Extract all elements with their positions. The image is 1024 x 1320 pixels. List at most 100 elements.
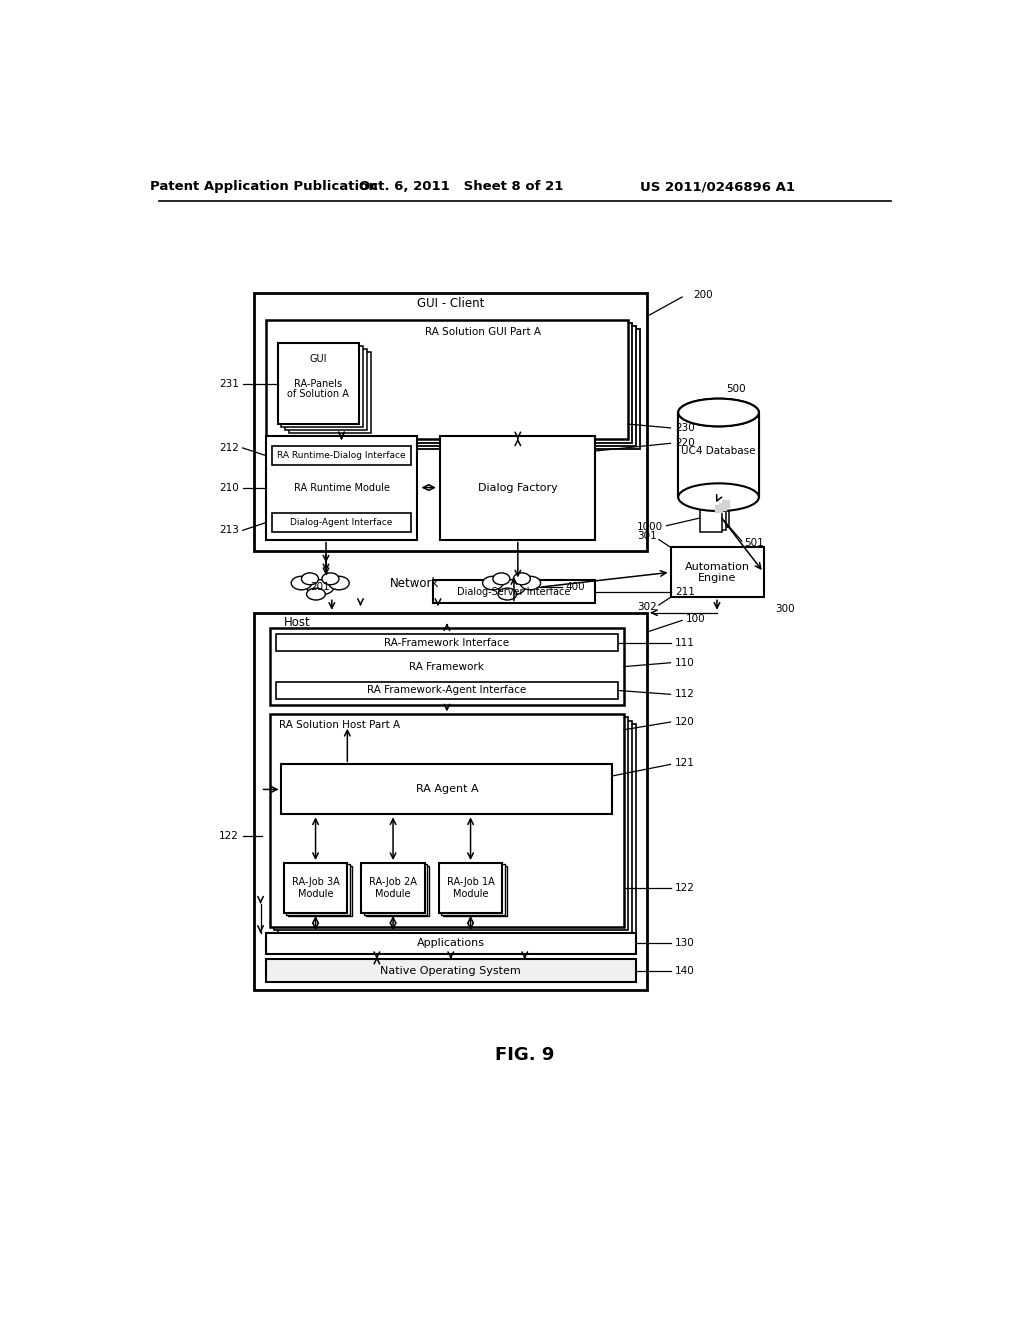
Text: RA Solution Host Part A: RA Solution Host Part A <box>279 721 400 730</box>
Text: 200: 200 <box>693 289 714 300</box>
FancyBboxPatch shape <box>266 960 636 982</box>
FancyBboxPatch shape <box>273 718 628 929</box>
Ellipse shape <box>513 573 530 585</box>
Text: 122: 122 <box>219 832 239 841</box>
Text: 300: 300 <box>775 603 795 614</box>
Text: RA-Framework Interface: RA-Framework Interface <box>384 638 510 648</box>
Polygon shape <box>722 500 729 507</box>
Text: RA Agent A: RA Agent A <box>416 784 478 795</box>
Text: 111: 111 <box>675 638 694 648</box>
Ellipse shape <box>329 577 349 590</box>
FancyBboxPatch shape <box>366 866 429 916</box>
FancyBboxPatch shape <box>266 436 417 540</box>
FancyBboxPatch shape <box>282 346 362 428</box>
Text: RA-Job 3A: RA-Job 3A <box>292 876 339 887</box>
Ellipse shape <box>493 573 510 585</box>
FancyBboxPatch shape <box>286 865 349 915</box>
FancyBboxPatch shape <box>266 933 636 954</box>
Text: Host: Host <box>284 616 310 630</box>
Text: Network: Network <box>390 577 439 590</box>
Text: RA-Panels: RA-Panels <box>294 379 342 388</box>
FancyBboxPatch shape <box>254 293 647 552</box>
FancyBboxPatch shape <box>276 635 617 651</box>
Text: 100: 100 <box>686 614 706 624</box>
Text: 220: 220 <box>675 438 695 449</box>
FancyBboxPatch shape <box>361 863 425 913</box>
Text: 500: 500 <box>726 384 745 395</box>
Text: of Solution A: of Solution A <box>288 389 349 400</box>
Ellipse shape <box>678 399 759 426</box>
FancyBboxPatch shape <box>286 350 367 430</box>
Text: Patent Application Publication: Patent Application Publication <box>150 181 378 194</box>
Ellipse shape <box>498 579 525 595</box>
FancyBboxPatch shape <box>364 865 427 915</box>
FancyBboxPatch shape <box>254 612 647 990</box>
Text: Dialog Factory: Dialog Factory <box>478 483 558 492</box>
Text: Dialog-Server Interface: Dialog-Server Interface <box>458 587 570 597</box>
FancyBboxPatch shape <box>441 865 505 915</box>
Polygon shape <box>715 506 722 512</box>
FancyBboxPatch shape <box>443 866 507 916</box>
Ellipse shape <box>291 577 311 590</box>
Ellipse shape <box>322 573 339 585</box>
Text: 213: 213 <box>219 525 239 536</box>
Polygon shape <box>719 503 726 510</box>
Text: 210: 210 <box>219 483 239 492</box>
FancyBboxPatch shape <box>270 323 632 442</box>
Text: RA Framework: RA Framework <box>410 661 484 672</box>
Ellipse shape <box>678 483 759 511</box>
Text: 110: 110 <box>675 657 694 668</box>
FancyBboxPatch shape <box>671 548 764 598</box>
Text: 130: 130 <box>675 939 694 948</box>
FancyBboxPatch shape <box>278 343 359 424</box>
Ellipse shape <box>482 577 503 590</box>
Text: RA Runtime Module: RA Runtime Module <box>294 483 389 492</box>
Text: RA Runtime-Dialog Interface: RA Runtime-Dialog Interface <box>278 451 406 461</box>
FancyBboxPatch shape <box>273 326 636 446</box>
FancyBboxPatch shape <box>284 863 347 913</box>
Text: FIG. 9: FIG. 9 <box>496 1047 554 1064</box>
Text: RA-Job 2A: RA-Job 2A <box>369 876 417 887</box>
Text: Native Operating System: Native Operating System <box>380 966 521 975</box>
Ellipse shape <box>306 579 334 595</box>
FancyBboxPatch shape <box>703 503 726 529</box>
Text: 301: 301 <box>637 532 656 541</box>
FancyBboxPatch shape <box>432 581 595 603</box>
Text: RA Solution GUI Part A: RA Solution GUI Part A <box>425 326 541 337</box>
Text: UC4 Database: UC4 Database <box>681 446 756 455</box>
FancyBboxPatch shape <box>289 866 352 916</box>
Text: Module: Module <box>376 890 411 899</box>
Text: 231: 231 <box>219 379 239 388</box>
FancyBboxPatch shape <box>270 628 624 705</box>
FancyBboxPatch shape <box>438 863 503 913</box>
Ellipse shape <box>498 589 517 601</box>
FancyBboxPatch shape <box>270 714 624 927</box>
Text: 212: 212 <box>219 444 239 453</box>
FancyBboxPatch shape <box>266 321 628 440</box>
Text: Engine: Engine <box>697 573 736 582</box>
Text: 501: 501 <box>744 537 764 548</box>
FancyBboxPatch shape <box>282 723 636 936</box>
Text: 201: 201 <box>310 582 330 593</box>
Ellipse shape <box>301 573 318 585</box>
Text: 140: 140 <box>675 966 694 975</box>
Text: Module: Module <box>453 890 488 899</box>
Text: 230: 230 <box>675 422 695 433</box>
Text: 400: 400 <box>565 582 585 593</box>
FancyBboxPatch shape <box>282 764 612 814</box>
FancyBboxPatch shape <box>276 682 617 700</box>
FancyBboxPatch shape <box>278 330 640 449</box>
FancyBboxPatch shape <box>272 513 411 532</box>
FancyBboxPatch shape <box>289 352 371 433</box>
Text: 121: 121 <box>675 758 694 768</box>
Text: Automation: Automation <box>684 562 750 572</box>
Text: RA Framework-Agent Interface: RA Framework-Agent Interface <box>368 685 526 696</box>
Text: Module: Module <box>298 890 333 899</box>
Text: GUI: GUI <box>309 354 327 363</box>
Text: Oct. 6, 2011   Sheet 8 of 21: Oct. 6, 2011 Sheet 8 of 21 <box>359 181 563 194</box>
Text: 112: 112 <box>675 689 694 700</box>
Text: 1000: 1000 <box>637 523 663 532</box>
Text: Applications: Applications <box>417 939 484 948</box>
FancyBboxPatch shape <box>272 446 411 465</box>
FancyBboxPatch shape <box>700 506 722 532</box>
